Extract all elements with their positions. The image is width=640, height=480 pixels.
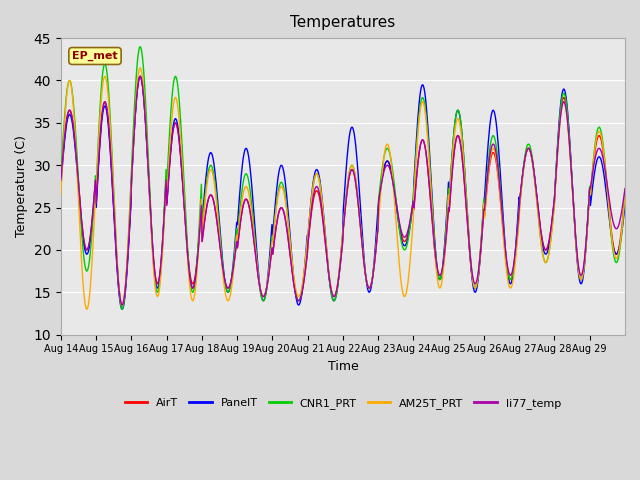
Text: EP_met: EP_met bbox=[72, 51, 118, 61]
Y-axis label: Temperature (C): Temperature (C) bbox=[15, 135, 28, 237]
Legend: AirT, PanelT, CNR1_PRT, AM25T_PRT, li77_temp: AirT, PanelT, CNR1_PRT, AM25T_PRT, li77_… bbox=[121, 394, 565, 413]
X-axis label: Time: Time bbox=[328, 360, 358, 373]
Title: Temperatures: Temperatures bbox=[291, 15, 396, 30]
